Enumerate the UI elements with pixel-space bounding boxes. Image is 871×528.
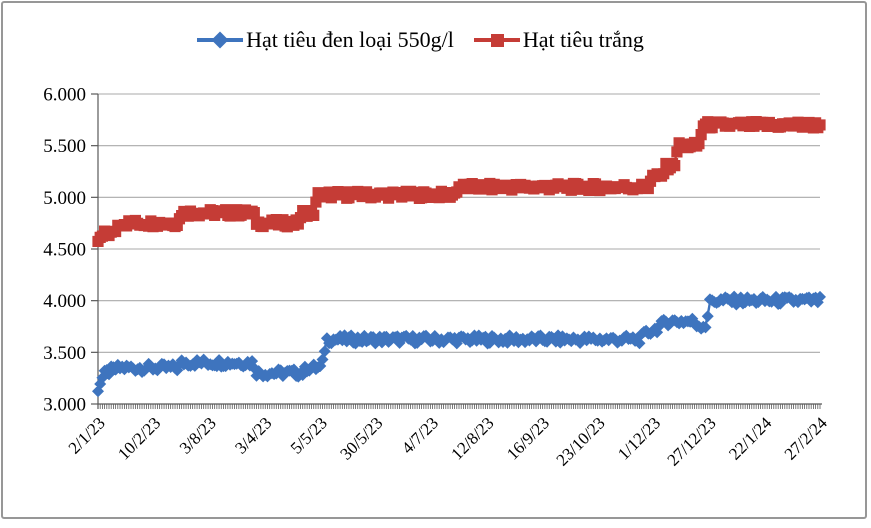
x-tick-label: 5/5/23 <box>287 413 331 457</box>
x-tick-label: 4/7/23 <box>398 413 442 457</box>
x-tick-label: 10/2/23 <box>114 413 164 463</box>
series-black-pepper-markers <box>92 290 826 398</box>
series-white-pepper-markers <box>92 115 826 248</box>
legend-item-white-pepper: Hạt tiêu trắng <box>473 27 644 53</box>
x-tick-label: 3/4/23 <box>231 413 275 457</box>
legend-label-white-pepper: Hạt tiêu trắng <box>522 27 644 52</box>
y-tick-label: 4.500 <box>43 240 86 261</box>
legend-item-black-pepper: Hạt tiêu đen loại 550g/l <box>197 27 454 53</box>
x-tick-label: 2/1/23 <box>65 413 109 457</box>
x-tick-label: 22/1/24 <box>725 413 776 464</box>
x-tick-label: 30/5/23 <box>336 413 386 463</box>
x-tick-label: 27/2/24 <box>781 413 832 464</box>
square-icon <box>490 34 504 47</box>
x-tick-label: 12/8/23 <box>447 413 497 463</box>
x-axis-minor-ticks <box>97 404 821 409</box>
x-tick-label: 3/8/23 <box>176 413 220 457</box>
black-pepper-diamond-marker-icon <box>197 31 244 49</box>
y-tick-label: 5.000 <box>43 188 86 209</box>
diamond-icon <box>211 31 229 49</box>
x-tick-label: 27/12/23 <box>664 413 720 469</box>
y-tick-label: 3.500 <box>43 343 86 364</box>
x-tick-label: 16/9/23 <box>503 413 553 463</box>
y-tick-label: 3.000 <box>43 395 86 416</box>
legend: Hạt tiêu đen loại 550g/l Hạt tiêu trắng <box>0 22 841 58</box>
white-pepper-square-marker-icon <box>473 33 520 47</box>
x-tick-label: 1/12/23 <box>614 413 664 463</box>
y-tick-label: 5.500 <box>43 136 86 157</box>
x-tick-label: 23/10/23 <box>552 413 608 469</box>
legend-label-black-pepper: Hạt tiêu đen loại 550g/l <box>246 27 454 52</box>
y-tick-label: 4.000 <box>43 291 86 312</box>
y-tick-label: 6.000 <box>43 85 86 106</box>
